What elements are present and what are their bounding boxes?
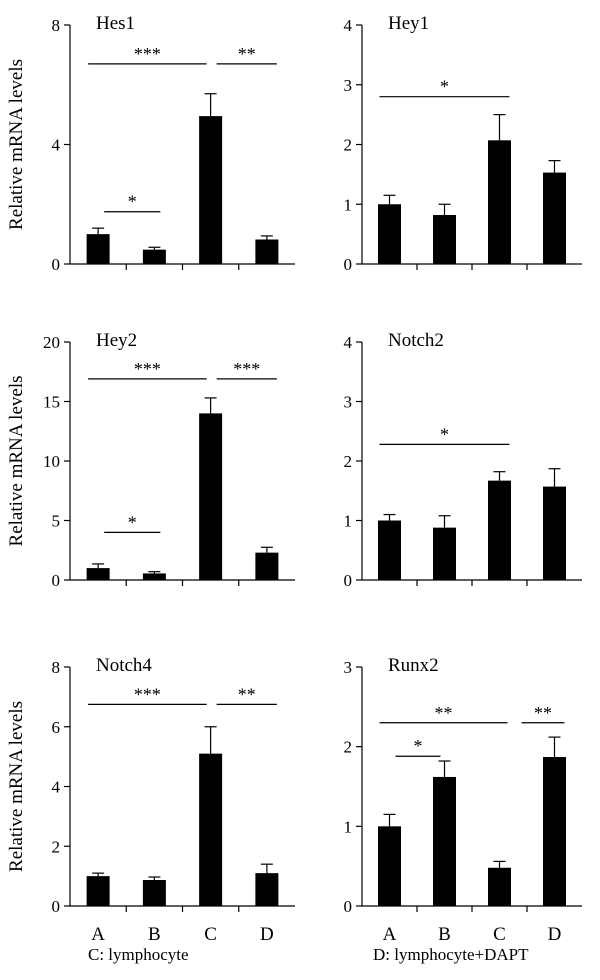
y-tick-label: 2: [344, 452, 353, 471]
bar-D: [255, 239, 279, 264]
significance-label: *: [128, 192, 137, 212]
panel-title: Hey1: [388, 13, 429, 34]
y-tick-label: 0: [344, 255, 353, 274]
bar-B: [142, 249, 166, 264]
y-tick-label: 1: [344, 512, 353, 531]
y-tick-label: 3: [344, 393, 353, 412]
bar-D: [255, 552, 279, 580]
y-tick-label: 0: [52, 897, 61, 916]
bar-D: [543, 486, 566, 580]
y-axis-label: Relative mRNA levels: [6, 376, 27, 547]
significance-label: **: [238, 684, 256, 704]
y-tick-label: 0: [344, 897, 353, 916]
bar-C: [488, 480, 511, 580]
bar-D: [543, 172, 566, 264]
bar-B: [142, 573, 166, 580]
bar-D: [543, 757, 566, 906]
bar-B: [433, 527, 456, 580]
significance-label: ***: [134, 684, 161, 704]
bar-A: [86, 568, 110, 580]
panel-title: Notch4: [96, 655, 152, 676]
bar-C: [199, 753, 223, 906]
y-tick-label: 2: [344, 738, 353, 757]
y-tick-label: 0: [52, 571, 61, 590]
significance-label: *: [414, 736, 423, 756]
significance-label: **: [435, 703, 453, 723]
y-tick-label: 8: [52, 658, 61, 677]
y-tick-label: 2: [52, 837, 61, 856]
significance-label: **: [534, 703, 552, 723]
y-tick-label: 5: [52, 512, 61, 531]
y-axis-label: Relative mRNA levels: [6, 701, 27, 872]
y-tick-label: 3: [344, 76, 353, 95]
y-tick-label: 4: [52, 778, 61, 797]
y-tick-label: 0: [344, 571, 353, 590]
bar-C: [199, 116, 223, 265]
bar-A: [378, 204, 401, 264]
significance-label: ***: [233, 359, 260, 379]
bar-A: [378, 520, 401, 580]
y-tick-label: 3: [344, 658, 353, 677]
bar-B: [433, 776, 456, 906]
y-tick-label: 15: [43, 393, 60, 412]
y-tick-label: 4: [52, 136, 61, 155]
x-tick-label: B: [148, 924, 161, 945]
bar-B: [433, 215, 456, 264]
panel-title: Hes1: [96, 13, 135, 34]
bar-A: [86, 876, 110, 906]
y-tick-label: 4: [344, 333, 353, 352]
y-tick-label: 0: [52, 255, 61, 274]
legend-left-label: C: lymphocyte: [88, 945, 189, 964]
y-tick-label: 1: [344, 195, 353, 214]
y-tick-label: 4: [344, 16, 353, 35]
chart-panel-hey1: 0 1 2 3 4 * Hey1: [344, 13, 582, 274]
y-axis-label: Relative mRNA levels: [6, 59, 27, 230]
bar-A: [378, 826, 401, 906]
bar-C: [199, 413, 223, 580]
panel-title: Runx2: [388, 655, 439, 676]
y-tick-label: 8: [52, 16, 61, 35]
x-tick-label: B: [438, 924, 451, 945]
y-tick-label: 10: [43, 452, 60, 471]
chart-panel-notch2: 0 1 2 3 4 * Notch2: [344, 330, 582, 590]
x-tick-label: D: [548, 924, 562, 945]
y-tick-label: 20: [43, 333, 60, 352]
legend-right-label: D: lymphocyte+DAPT: [373, 945, 529, 964]
bar-A: [86, 234, 110, 264]
significance-label: ***: [134, 44, 161, 64]
significance-label: **: [238, 44, 256, 64]
bar-C: [488, 867, 511, 906]
x-tick-label: C: [493, 924, 506, 945]
x-tick-label: A: [91, 924, 105, 945]
bar-B: [142, 880, 166, 906]
y-tick-label: 2: [344, 136, 353, 155]
panel-title: Notch2: [388, 330, 444, 351]
y-tick-label: 1: [344, 817, 353, 836]
significance-label: *: [128, 512, 137, 532]
y-tick-label: 6: [52, 718, 61, 737]
x-tick-label: C: [204, 924, 217, 945]
bar-D: [255, 873, 279, 906]
x-tick-label: D: [260, 924, 274, 945]
significance-label: ***: [134, 359, 161, 379]
significance-label: *: [440, 77, 449, 97]
bar-C: [488, 140, 511, 264]
significance-label: *: [440, 424, 449, 444]
panel-title: Hey2: [96, 330, 137, 351]
x-tick-label: A: [383, 924, 397, 945]
